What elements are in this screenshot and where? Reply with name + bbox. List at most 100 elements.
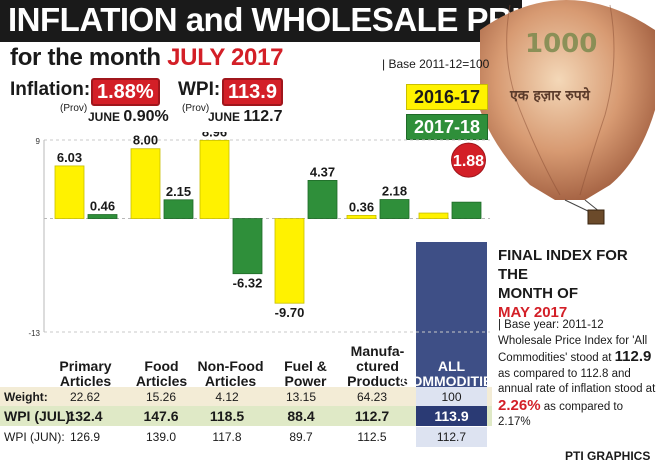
table-row-wpi-jun: WPI (JUN): 126.9 139.0 117.8 89.7 112.5 … (0, 427, 492, 447)
category-label: Food (144, 358, 178, 374)
final-text-1: Wholesale Price Index for 'All Commoditi… (498, 334, 648, 365)
final-text-3: as compared to 2.17% (498, 400, 624, 429)
wpi-prov: (Prov) (182, 103, 210, 114)
final-value-2: 2.26% (498, 396, 541, 414)
bar (232, 218, 263, 275)
table-cell: 4.12 (215, 390, 239, 404)
final-heading-month: MAY 2017 (498, 304, 568, 321)
final-value-1: 112.9 (614, 348, 652, 365)
table-cell: 88.4 (287, 408, 315, 424)
wpi-june-value: 112.7 (243, 108, 283, 125)
svg-text:1000: 1000 (525, 29, 597, 59)
y-tick-label: -13 (28, 329, 40, 338)
category-label: COMMODITIES (401, 373, 492, 389)
inflation-value-badge: 1.88% (91, 78, 160, 106)
all-commodities-cell-bg (416, 427, 487, 447)
bar (307, 180, 338, 219)
table-cell: 126.9 (69, 430, 101, 444)
data-label: 0.36 (349, 199, 374, 214)
inflation-june-value: 0.90% (123, 108, 169, 125)
final-text-2: as compared to 112.8 and annual rate of … (498, 367, 656, 396)
table-cell: 112.7 (436, 430, 467, 444)
bar (163, 199, 194, 219)
bar (199, 139, 230, 219)
inflation-label: Inflation: (10, 79, 91, 100)
all-commodities-cell-bg (416, 406, 487, 426)
row-label: WPI (JUL): (4, 408, 75, 424)
final-index-note: | Base year: 2011-12 Wholesale Price Ind… (498, 318, 658, 431)
final-heading-line-1: FINAL INDEX FOR THE (498, 247, 628, 283)
final-heading-line-2: MONTH OF (498, 285, 578, 302)
table-cell: 132.4 (67, 408, 103, 424)
data-label: 4.37 (310, 164, 335, 179)
data-label: 6.03 (57, 150, 82, 165)
table-cell: 64.23 (356, 390, 388, 404)
legend-2016-17: 2016-17 (406, 84, 488, 110)
final-base-year: | Base year: 2011-12 (498, 319, 604, 331)
row-label: WPI (JUN): (4, 430, 65, 444)
final-index-heading: FINAL INDEX FOR THE MONTH OF MAY 2017 (498, 246, 658, 322)
balloon-lettering: एक हज़ार रुपये (509, 87, 591, 104)
inflation-prov: (Prov) (60, 103, 88, 114)
category-label: Articles (205, 373, 257, 389)
subtitle-month: JULY 2017 (167, 44, 284, 71)
chart-svg: 9 -13 6.03 8.00 8.96 -9.70 0.36 0.63 0.46 2.15 -6.… (28, 132, 492, 392)
all-commodities-cell-bg (416, 387, 487, 407)
bar (130, 148, 161, 219)
legend-2017-18: 2017-18 (406, 114, 488, 140)
row-label: Weight: (4, 390, 48, 404)
y-tick-label: 9 (36, 137, 41, 146)
bar (418, 212, 449, 219)
bar-chart: 9 -13 6.03 8.00 8.96 -9.70 0.36 0.63 0.46 2.15 -6.… (0, 132, 492, 392)
bar (379, 199, 410, 219)
category-label: Manufa- (351, 343, 405, 359)
title-bar: INFLATION and WHOLESALE PRICE INDEX (0, 0, 660, 42)
table-cell: 139.0 (145, 430, 177, 444)
data-label: 1.88 (453, 153, 484, 170)
highlight-circle (451, 142, 486, 178)
category-label: Articles (136, 373, 188, 389)
category-label: Non-Food (197, 358, 263, 374)
data-label: 0.46 (90, 199, 115, 214)
category-label: ctured (356, 358, 399, 374)
data-label: 8.96 (202, 132, 227, 139)
bar (451, 201, 482, 219)
table-cell: 113.9 (434, 408, 469, 424)
table-cell: 112.7 (354, 408, 390, 424)
category-label: Products (347, 373, 408, 389)
table-cell: 89.7 (289, 430, 313, 444)
data-label: -9.70 (275, 305, 305, 320)
wpi-june: JUNE 112.7 (208, 108, 283, 126)
inflation-june-label: JUNE (88, 110, 121, 124)
table-cell: 15.26 (145, 390, 177, 404)
data-label: 0.63 (421, 197, 446, 212)
table-cell: 100 (441, 390, 462, 404)
inflation-june: JUNE 0.90% (88, 108, 169, 126)
data-label: 8.00 (133, 133, 158, 148)
bar (87, 214, 118, 219)
data-label: 2.18 (382, 184, 407, 199)
bar (54, 165, 85, 219)
subtitle: for the month JULY 2017 (10, 44, 284, 72)
table-cell: 13.15 (285, 390, 317, 404)
category-label: ALL (438, 358, 466, 374)
table-cell: 118.5 (209, 408, 245, 424)
all-commodities-panel (416, 242, 487, 392)
data-label: -6.32 (233, 276, 263, 291)
table-cell: 112.5 (357, 430, 387, 444)
hot-air-balloon-illustration: 1000 एक हज़ार रुपये (480, 0, 655, 225)
credit: PTI GRAPHICS (565, 449, 651, 463)
category-label: Power (284, 373, 327, 389)
table-cell: 117.8 (212, 430, 242, 444)
table-row-weight: Weight: 22.62 15.26 4.12 13.15 64.23 100 (0, 387, 492, 407)
table-cell: 22.62 (69, 390, 101, 404)
base-note: | Base 2011-12=100 (382, 57, 490, 71)
table-cell: 147.6 (143, 408, 179, 424)
category-label: Fuel & (284, 358, 327, 374)
bar (274, 218, 305, 304)
wpi-value-badge: 113.9 (222, 78, 283, 106)
wpi-label: WPI: (178, 79, 221, 100)
subtitle-prefix: for the month (10, 44, 161, 71)
category-label: Primary (59, 358, 111, 374)
data-label: 2.15 (166, 184, 191, 199)
